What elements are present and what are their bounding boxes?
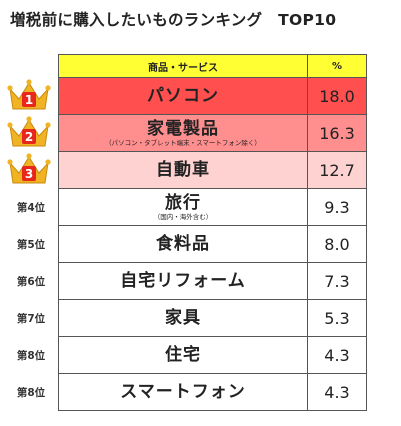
item-cell: 住宅 bbox=[58, 336, 308, 374]
percent-cell: 7.3 bbox=[307, 262, 367, 300]
item-cell: 家具 bbox=[58, 299, 308, 337]
percent-cell: 9.3 bbox=[307, 188, 367, 226]
item-name: 旅行 bbox=[165, 192, 201, 213]
percent-cell: 8.0 bbox=[307, 225, 367, 263]
item-name: 自動車 bbox=[156, 160, 210, 180]
rank-label: 第5位 bbox=[16, 238, 46, 251]
crown-icon: 3 bbox=[6, 152, 52, 187]
table-row: 住宅 4.3 bbox=[58, 336, 367, 374]
header-item: 商品・サービス bbox=[58, 54, 308, 78]
item-cell: 自宅リフォーム bbox=[58, 262, 308, 300]
header-percent: % bbox=[307, 54, 367, 78]
item-name: スマートフォン bbox=[120, 382, 246, 402]
rank-label: 第6位 bbox=[16, 275, 46, 288]
chart-title: 増税前に購入したいものランキング TOP10 bbox=[10, 11, 337, 29]
rank-label: 第8位 bbox=[16, 349, 46, 362]
table-row: パソコン 18.0 bbox=[58, 77, 367, 115]
percent-cell: 5.3 bbox=[307, 299, 367, 337]
item-cell: 家電製品 （パソコン・タブレット端末・スマートフォン除く） bbox=[58, 114, 308, 152]
item-cell: スマートフォン bbox=[58, 373, 308, 411]
item-name: 住宅 bbox=[165, 345, 201, 365]
item-cell: 食料品 bbox=[58, 225, 308, 263]
percent-cell: 12.7 bbox=[307, 151, 367, 189]
table-row: 家具 5.3 bbox=[58, 299, 367, 337]
table-row: 自宅リフォーム 7.3 bbox=[58, 262, 367, 300]
item-name: 自宅リフォーム bbox=[120, 271, 246, 291]
percent-cell: 4.3 bbox=[307, 373, 367, 411]
item-cell: 自動車 bbox=[58, 151, 308, 189]
percent-cell: 16.3 bbox=[307, 114, 367, 152]
item-note: （パソコン・タブレット端末・スマートフォン除く） bbox=[105, 138, 261, 147]
item-name: 家電製品 bbox=[147, 118, 219, 139]
item-note: （国内・海外含む） bbox=[153, 212, 213, 221]
ranking-table: 商品・サービス % パソコン 18.0 家電製品 （パソコン・タブレット端末・スマート… bbox=[58, 54, 367, 411]
table-row: 家電製品 （パソコン・タブレット端末・スマートフォン除く） 16.3 bbox=[58, 114, 367, 152]
percent-cell: 18.0 bbox=[307, 77, 367, 115]
crown-rank-number: 3 bbox=[25, 167, 33, 181]
item-name: 家具 bbox=[165, 308, 201, 328]
item-cell: 旅行 （国内・海外含む） bbox=[58, 188, 308, 226]
rank-label: 第7位 bbox=[16, 312, 46, 325]
crown-rank-number: 2 bbox=[25, 130, 33, 144]
rank-label: 第8位 bbox=[16, 386, 46, 399]
table-header: 商品・サービス % bbox=[58, 54, 367, 78]
crown-icon: 2 bbox=[6, 115, 52, 150]
table-row: 食料品 8.0 bbox=[58, 225, 367, 263]
table-row: 自動車 12.7 bbox=[58, 151, 367, 189]
crown-rank-number: 1 bbox=[25, 93, 33, 107]
rank-label: 第4位 bbox=[16, 201, 46, 214]
item-cell: パソコン bbox=[58, 77, 308, 115]
crown-icon: 1 bbox=[6, 78, 52, 113]
item-name: 食料品 bbox=[156, 234, 210, 254]
table-row: 旅行 （国内・海外含む） 9.3 bbox=[58, 188, 367, 226]
percent-cell: 4.3 bbox=[307, 336, 367, 374]
table-row: スマートフォン 4.3 bbox=[58, 373, 367, 411]
item-name: パソコン bbox=[147, 86, 219, 106]
